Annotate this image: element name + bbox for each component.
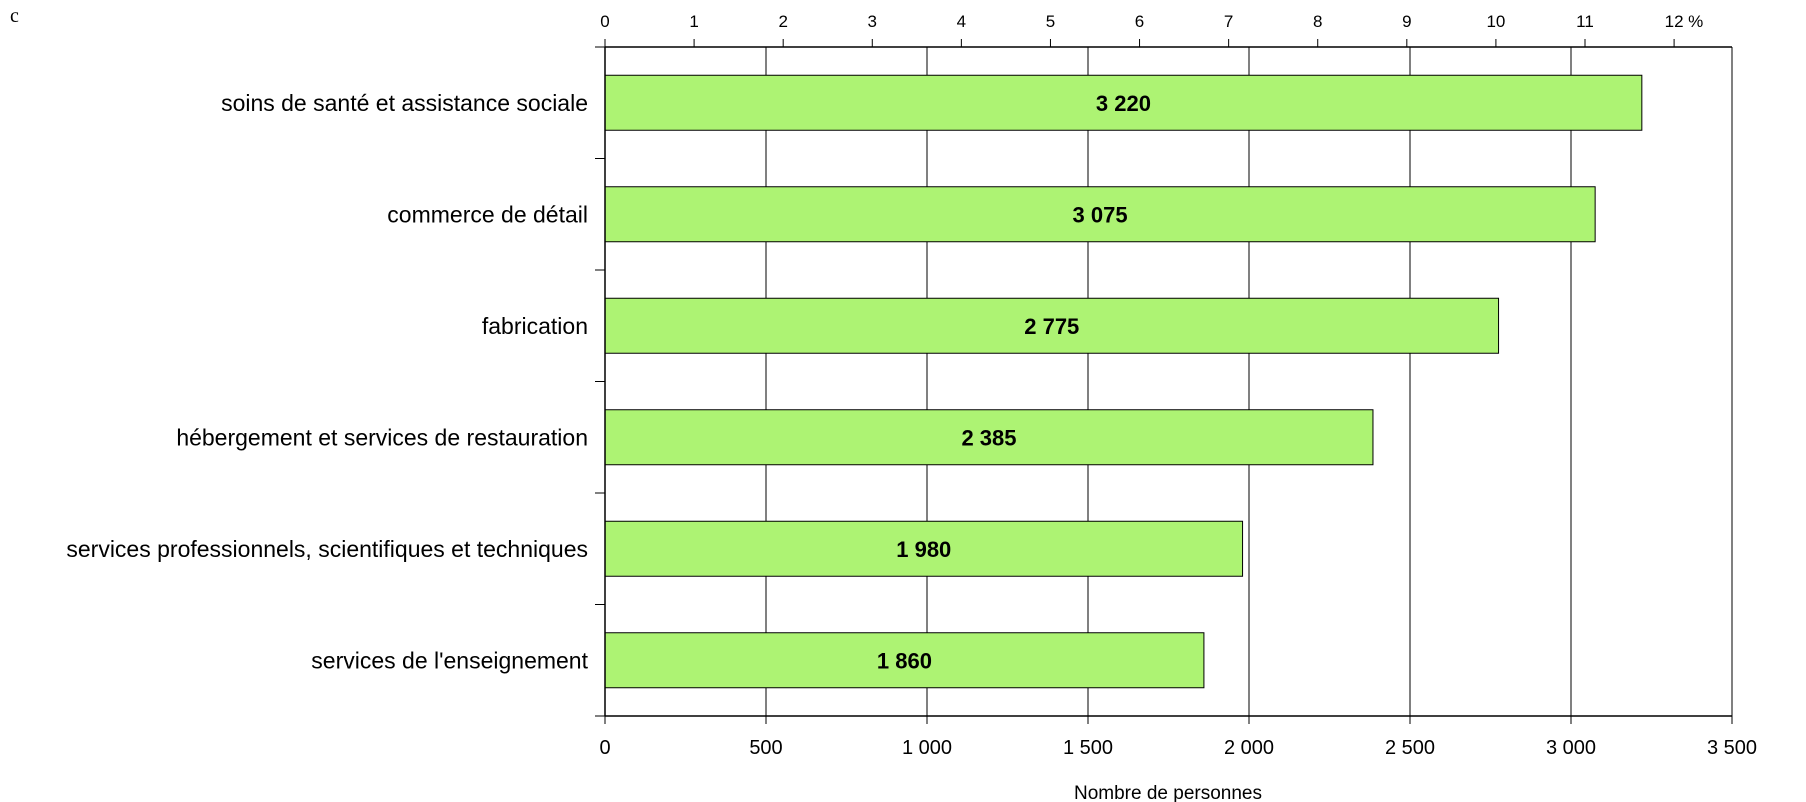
- top-tick-label: 0: [600, 12, 609, 31]
- bar-value-label: 1 980: [896, 537, 951, 562]
- bar-value-label: 1 860: [877, 648, 932, 673]
- grid-lines: [765, 47, 1733, 716]
- category-label: services de l'enseignement: [311, 647, 588, 673]
- bar: [604, 632, 1205, 689]
- top-axis-unit: %: [1688, 12, 1703, 31]
- x-tick-label: 500: [749, 737, 782, 759]
- top-tick-label: 7: [1224, 12, 1233, 31]
- top-tick-label: 1: [689, 12, 698, 31]
- bar-value-label: 3 075: [1073, 202, 1128, 227]
- bar-value-label: 3 220: [1096, 91, 1151, 116]
- top-tick-label: 5: [1046, 12, 1055, 31]
- x-tick-label: 0: [599, 737, 610, 759]
- x-tick-label: 1 000: [902, 737, 952, 759]
- bar: [604, 520, 1244, 577]
- top-tick-label: 6: [1135, 12, 1144, 31]
- category-label: services professionnels, scientifiques e…: [66, 536, 588, 562]
- x-tick-label: 1 500: [1063, 737, 1113, 759]
- bar: [604, 186, 1596, 243]
- category-label: hébergement et services de restauration: [176, 424, 588, 450]
- top-tick-label: 9: [1402, 12, 1411, 31]
- x-tick-label: 3 000: [1546, 737, 1596, 759]
- top-tick-label: 11: [1576, 12, 1594, 31]
- bar: [604, 297, 1500, 354]
- bar-value-label: 2 385: [961, 425, 1016, 450]
- category-label: fabrication: [482, 313, 588, 339]
- top-tick-label: 10: [1486, 12, 1505, 31]
- x-tick-label: 2 000: [1224, 737, 1274, 759]
- top-tick-label: 2: [778, 12, 787, 31]
- category-label: commerce de détail: [387, 201, 588, 227]
- x-tick-label: 3 500: [1707, 737, 1757, 759]
- x-tick-label: 2 500: [1385, 737, 1435, 759]
- bars: [604, 74, 1643, 689]
- top-tick-label: 4: [957, 12, 966, 31]
- top-tick-label: 12: [1665, 12, 1684, 31]
- x-axis-title: Nombre de personnes: [1074, 783, 1262, 802]
- corner-label: c: [10, 5, 19, 27]
- top-tick-label: 8: [1313, 12, 1322, 31]
- bar: [604, 409, 1374, 466]
- top-tick-label: 3: [868, 12, 877, 31]
- category-label: soins de santé et assistance sociale: [221, 90, 588, 116]
- bar-value-label: 2 775: [1024, 314, 1079, 339]
- axes: [595, 39, 1733, 724]
- labels: 3 220 soins de santé et assistance social…: [66, 12, 1757, 759]
